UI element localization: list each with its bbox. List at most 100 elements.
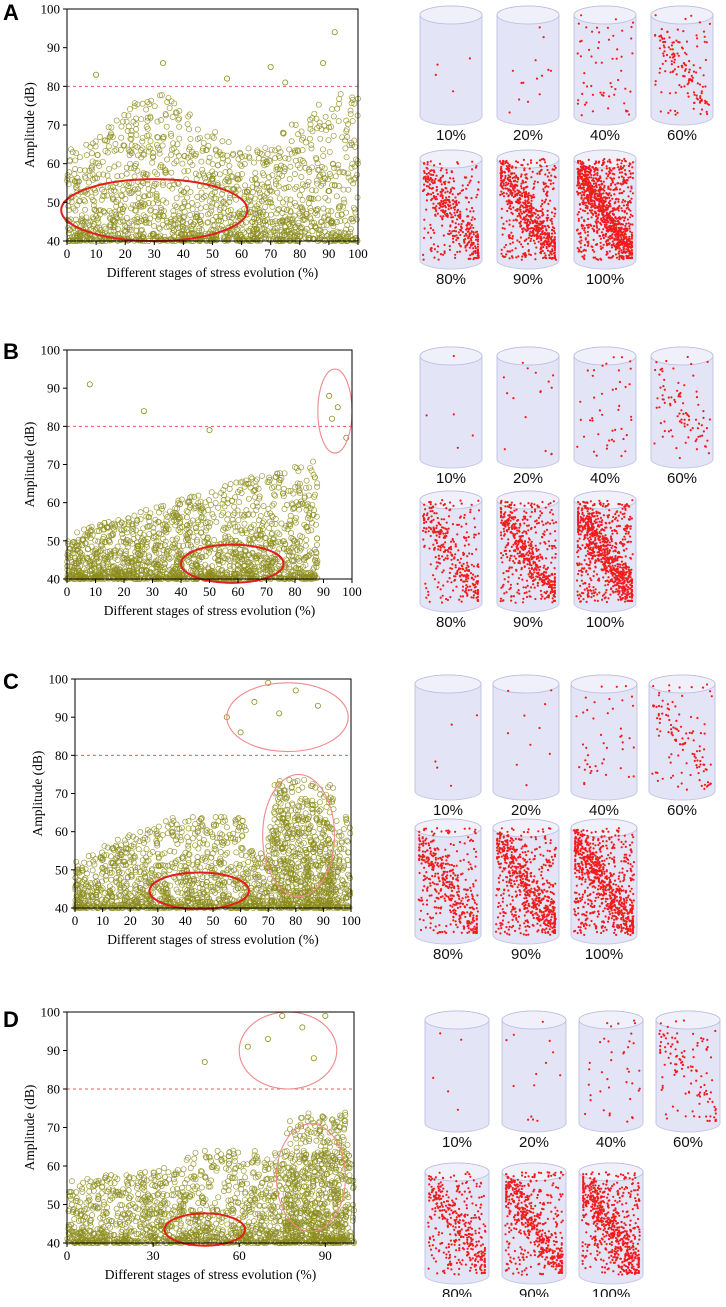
ae-event: [616, 198, 618, 200]
ae-event: [441, 176, 443, 178]
ae-event: [545, 254, 547, 256]
ae-event: [617, 238, 619, 240]
ae-event: [612, 240, 614, 242]
ae-event: [597, 216, 599, 218]
ae-event: [550, 175, 552, 177]
ae-event: [696, 45, 698, 47]
ae-event: [677, 29, 679, 31]
ae-event: [612, 228, 614, 230]
ae-event: [578, 220, 580, 222]
ae-event: [534, 258, 536, 260]
ae-event: [590, 85, 592, 87]
ae-event: [577, 192, 579, 194]
ae-event: [659, 72, 661, 74]
ae-event: [603, 190, 605, 192]
data-point: [82, 199, 87, 204]
ae-event: [618, 242, 620, 244]
ae-event: [596, 197, 598, 199]
data-point: [220, 139, 225, 144]
ae-event: [541, 231, 543, 233]
data-point: [348, 226, 353, 231]
data-point: [203, 204, 208, 209]
snapshot-label: 20%: [513, 127, 543, 144]
ae-event: [509, 164, 511, 166]
ae-event: [547, 203, 549, 205]
ae-event: [583, 254, 585, 256]
ae-event: [702, 86, 704, 88]
ae-event: [462, 231, 464, 233]
ae-event: [659, 39, 661, 41]
ae-event: [515, 167, 517, 169]
data-point: [348, 108, 353, 113]
y-tick-label: 90: [47, 40, 60, 55]
ae-event: [663, 46, 665, 48]
ae-event: [426, 173, 428, 175]
ae-event: [587, 241, 589, 243]
ae-event: [468, 182, 470, 184]
ae-event: [582, 209, 584, 211]
ae-event: [620, 236, 622, 238]
ae-event: [506, 165, 508, 167]
ae-event: [534, 242, 536, 244]
ae-event: [592, 94, 594, 96]
ae-event: [583, 201, 585, 203]
data-point: [112, 148, 117, 153]
ae-event: [440, 209, 442, 211]
ae-event: [500, 162, 502, 164]
ae-event: [617, 182, 619, 184]
ae-event: [579, 192, 581, 194]
ae-event: [546, 246, 548, 248]
ae-event: [512, 185, 514, 187]
ae-event: [529, 233, 531, 235]
x-tick-label: 20: [119, 246, 132, 261]
ae-event: [452, 90, 454, 92]
ae-event: [451, 170, 453, 172]
ae-event: [628, 170, 630, 172]
data-point: [124, 119, 129, 124]
ae-event: [548, 244, 550, 246]
ae-event: [471, 230, 473, 232]
data-point: [333, 174, 338, 179]
ae-event: [545, 185, 547, 187]
ae-event: [621, 160, 623, 162]
ae-event: [591, 191, 593, 193]
ae-event: [629, 163, 631, 165]
ae-event: [510, 201, 512, 203]
ae-event: [471, 168, 473, 170]
ae-event: [544, 173, 546, 175]
ae-event: [547, 175, 549, 177]
data-point: [121, 187, 126, 192]
ae-event: [598, 41, 600, 43]
ae-event: [623, 102, 625, 104]
data-point: [72, 172, 77, 177]
ae-event: [612, 35, 614, 37]
ae-event: [671, 60, 673, 62]
ae-event: [472, 247, 474, 249]
ae-event: [515, 256, 517, 258]
ae-event: [520, 183, 522, 185]
data-point: [213, 129, 218, 134]
ae-event: [581, 176, 583, 178]
ae-event: [706, 41, 708, 43]
ae-event: [707, 103, 709, 105]
ae-event: [706, 113, 708, 115]
ae-event: [618, 248, 620, 250]
ae-event: [589, 191, 591, 193]
data-point: [136, 195, 141, 200]
ae-event: [555, 167, 557, 169]
ae-event: [668, 36, 670, 38]
ae-event: [546, 243, 548, 245]
ae-event: [554, 176, 556, 178]
ae-event: [528, 237, 530, 239]
data-point: [288, 164, 293, 169]
ae-event: [584, 227, 586, 229]
ae-event: [512, 213, 514, 215]
ae-event: [599, 189, 601, 191]
ae-event: [583, 174, 585, 176]
ae-event: [450, 216, 452, 218]
ae-event: [584, 210, 586, 212]
ae-event: [590, 225, 592, 227]
ae-event: [615, 18, 617, 20]
cylinder-top: [574, 6, 636, 24]
ae-event: [696, 34, 698, 36]
